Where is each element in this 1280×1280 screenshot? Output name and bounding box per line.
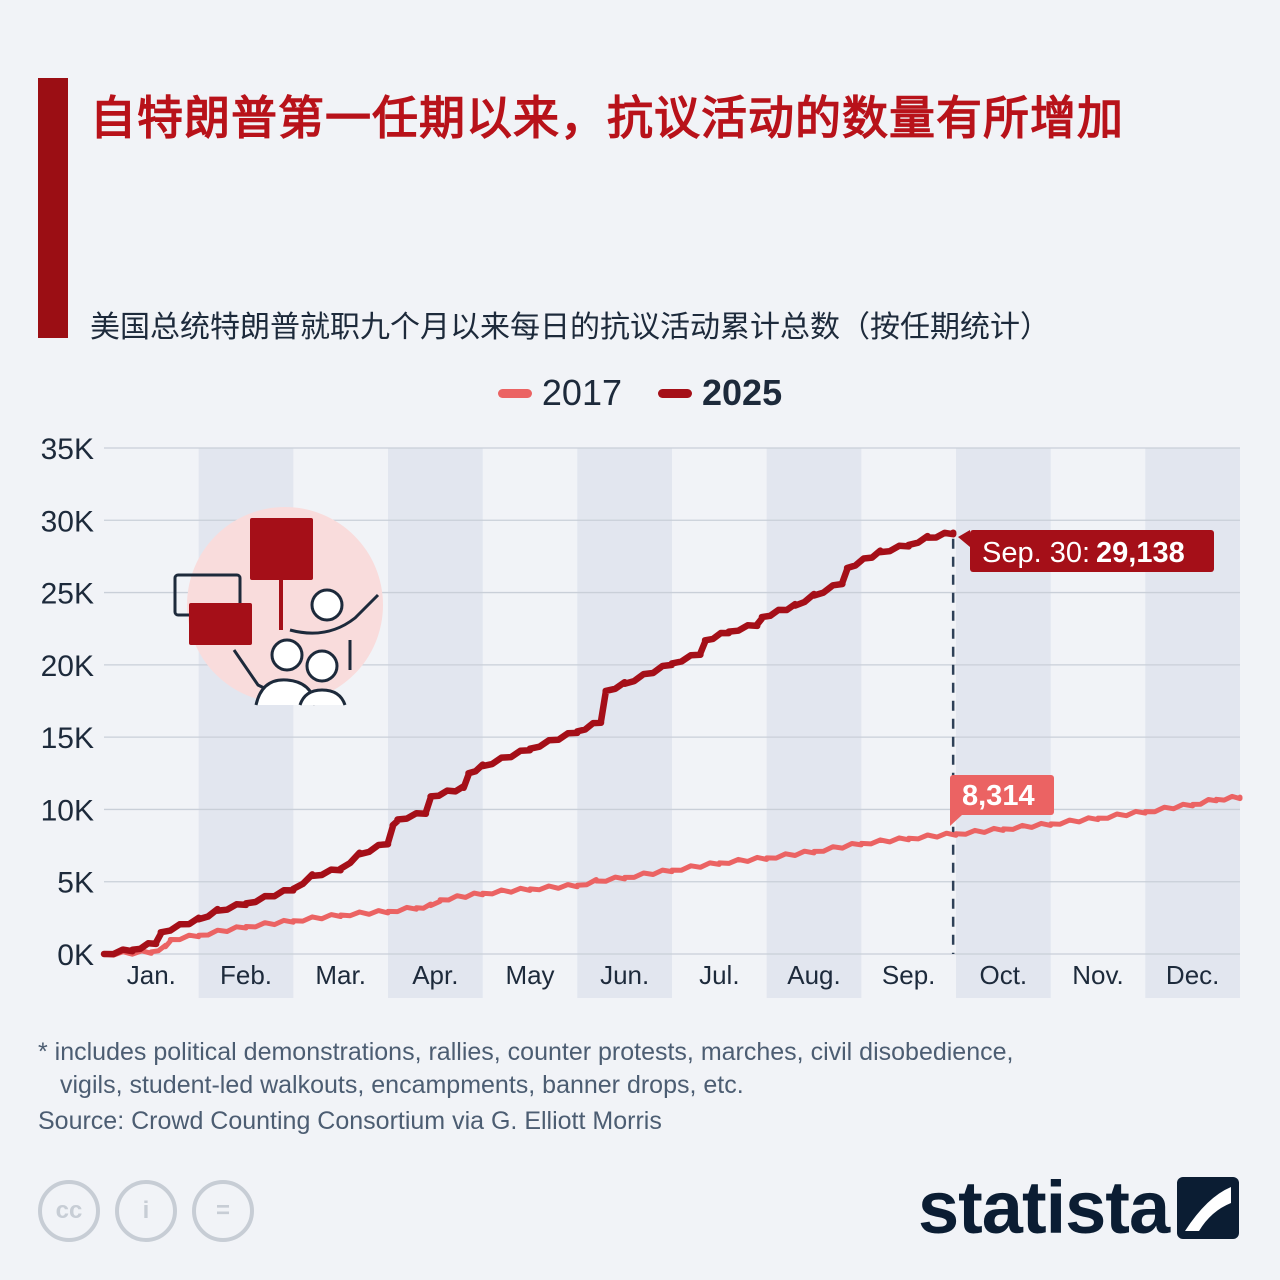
x-tick-label: May xyxy=(505,960,554,990)
cc-icon[interactable]: cc xyxy=(38,1180,100,1242)
x-tick-label: Apr. xyxy=(412,960,458,990)
data-label-2025: Sep. 30: 29,138 xyxy=(958,530,1214,572)
source-text: Source: Crowd Counting Consortium via G.… xyxy=(38,1107,662,1135)
footnote: * includes political demonstrations, ral… xyxy=(38,1036,1013,1102)
statista-logo[interactable]: statista xyxy=(918,1165,1240,1250)
x-tick-label: Sep. xyxy=(882,960,936,990)
equals-icon[interactable]: = xyxy=(192,1180,254,1242)
logo-text: statista xyxy=(918,1166,1170,1249)
x-tick-label: Mar. xyxy=(315,960,366,990)
footnote-line-2: vigils, student-led walkouts, encampment… xyxy=(60,1071,744,1099)
line-chart: 0K 5K 10K 15K 20K 25K 30K 35K Jan. Feb. Mar. Apr. M… xyxy=(41,433,1243,998)
month-shade xyxy=(388,448,483,998)
y-tick-label: 0K xyxy=(57,939,94,972)
legend-item-2017[interactable]: 2017 xyxy=(497,372,622,414)
x-tick-label: Jan. xyxy=(127,960,176,990)
chart-title: 自特朗普第一任期以来，抗议活动的数量有所增加 xyxy=(90,92,1124,144)
y-tick-label: 25K xyxy=(41,578,94,611)
annotation-date: Sep. 30: xyxy=(982,537,1090,569)
y-tick-label: 20K xyxy=(41,650,94,683)
x-tick-label: Aug. xyxy=(787,960,841,990)
svg-text:Sep. 30:29,138: Sep. 30: 29,138 xyxy=(982,537,1185,569)
x-tick-label: Jul. xyxy=(699,960,739,990)
logo-mark-icon xyxy=(1177,1176,1240,1239)
y-tick-label: 5K xyxy=(57,867,94,900)
x-tick-label: Nov. xyxy=(1072,960,1124,990)
month-shade xyxy=(766,448,862,998)
x-tick-label: Jun. xyxy=(600,960,649,990)
legend-swatch-2025 xyxy=(658,388,692,398)
chart-subtitle: 美国总统特朗普就职九个月以来每日的抗议活动累计总数（按任期统计） xyxy=(90,311,1050,344)
x-tick-label: Oct. xyxy=(979,960,1027,990)
y-tick-label: 10K xyxy=(41,794,94,827)
accent-bar xyxy=(38,78,68,338)
x-tick-label: Feb. xyxy=(220,960,272,990)
y-tick-label: 35K xyxy=(41,433,94,466)
legend-item-2025[interactable]: 2025 xyxy=(658,372,782,414)
license-icons: cc i = xyxy=(38,1180,254,1242)
annotation-value: 29,138 xyxy=(1096,537,1185,569)
legend-label: 2017 xyxy=(541,372,622,413)
legend-label: 2025 xyxy=(702,372,783,413)
person-icon[interactable]: i xyxy=(115,1180,177,1242)
series-line-2025 xyxy=(100,529,957,958)
y-tick-label: 15K xyxy=(41,722,94,755)
legend: 2017 2025 xyxy=(0,372,1280,414)
series-line-2017 xyxy=(101,793,1243,958)
footnote-line-1: * includes political demonstrations, ral… xyxy=(38,1038,1014,1066)
legend-swatch-2017 xyxy=(497,388,532,398)
data-label-2017: 8,314 xyxy=(950,775,1054,826)
annotation-value: 8,314 xyxy=(962,780,1035,812)
y-tick-label: 30K xyxy=(41,505,94,538)
protest-illustration xyxy=(173,507,383,706)
x-tick-label: Dec. xyxy=(1166,960,1219,990)
